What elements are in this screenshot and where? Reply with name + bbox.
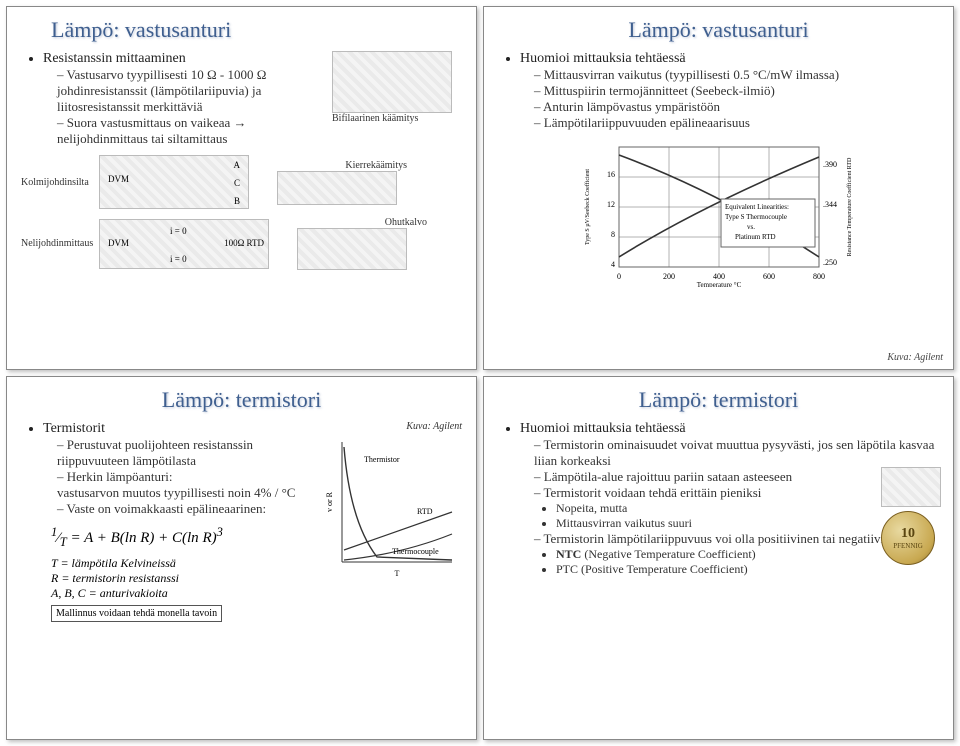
s1-s2: Suora vastusmittaus on vaikeaa → nelijoh… <box>57 115 324 147</box>
bifilaarinen-diagram: Bifilaarinen käämitys <box>332 51 462 124</box>
svg-text:.344: .344 <box>823 200 837 209</box>
kierrek-diagram: Kierrekäämitys <box>277 160 407 205</box>
s3-credit: Kuva: Agilent <box>322 421 462 432</box>
svg-text:.250: .250 <box>823 258 837 267</box>
svg-text:.390: .390 <box>823 160 837 169</box>
svg-text:vs.: vs. <box>747 223 755 231</box>
svg-text:Thermistor: Thermistor <box>364 455 400 464</box>
thermistor-photo: 10 PFENNIG <box>881 467 941 565</box>
svg-text:Temperature °C: Temperature °C <box>696 281 741 287</box>
svg-text:Platinum RTD: Platinum RTD <box>735 233 776 241</box>
equation: 1⁄T = A + B(ln R) + C(ln R)3 <box>21 519 314 556</box>
slide2-title: Lämpö: vastusanturi <box>498 17 939 43</box>
s4-s2: Lämpötila-alue rajoittuu pariin sataan a… <box>534 469 939 485</box>
slide4-title: Lämpö: termistori <box>498 387 939 413</box>
slide-2: Lämpö: vastusanturi Huomioi mittauksia t… <box>483 6 954 370</box>
ohutkalvo-diagram: Ohutkalvo <box>297 217 427 270</box>
label-kolmi: Kolmijohdinsilta <box>21 177 91 188</box>
s4-s1: Termistorin ominaisuudet voivat muuttua … <box>534 437 939 469</box>
svg-text:Type S µV/Seebeck Coefficient: Type S µV/Seebeck Coefficient <box>584 169 591 245</box>
s2-s4: Lämpötilariippuvuuden epälineaarisuus <box>534 115 939 131</box>
thermistor-chart: v or R T Thermistor RTD Thermocouple <box>322 432 462 582</box>
s4-s4: Termistorin lämpötilariippuvuus voi olla… <box>534 531 939 577</box>
s3-s1: Perustuvat puolijohteen resistanssin rii… <box>57 437 314 469</box>
slide-3: Lämpö: termistori Termistorit Perustuvat… <box>6 376 477 740</box>
svg-text:4: 4 <box>611 260 615 269</box>
neli-circuit: DVM i = 0 i = 0 100Ω RTD <box>99 219 269 269</box>
svg-text:RTD: RTD <box>417 507 433 516</box>
svg-text:200: 200 <box>663 272 675 281</box>
s4-s3: Termistorit voidaan tehdä erittäin pieni… <box>534 485 939 531</box>
s3-b1: Termistorit Perustuvat puolijohteen resi… <box>43 421 314 517</box>
eq-defs: T = lämpötila Kelvineissä R = termistori… <box>21 556 314 601</box>
svg-text:Thermocouple: Thermocouple <box>392 547 439 556</box>
slide1-title: Lämpö: vastusanturi <box>21 17 462 43</box>
s2-s1: Mittausvirran vaikutus (tyypillisesti 0.… <box>534 67 939 83</box>
slide3-title: Lämpö: termistori <box>21 387 462 413</box>
label-neli: Nelijohdinmittaus <box>21 238 91 249</box>
chart-legend-l1: Equivalent Linearities: <box>725 203 789 211</box>
slide-4: Lämpö: termistori Huomioi mittauksia teh… <box>483 376 954 740</box>
svg-text:v or R: v or R <box>325 491 334 512</box>
svg-text:Type S Thermocouple: Type S Thermocouple <box>725 213 787 221</box>
s2-b1: Huomioi mittauksia tehtäessä Mittausvirr… <box>520 51 939 131</box>
s3-s3: Vaste on voimakkaasti epälineaarinen: <box>57 501 314 517</box>
label-bifilaarinen: Bifilaarinen käämitys <box>332 113 462 124</box>
svg-text:800: 800 <box>813 272 825 281</box>
svg-text:16: 16 <box>607 170 615 179</box>
s2-s3: Anturin lämpövastus ympäristöön <box>534 99 939 115</box>
s4-b1: Huomioi mittauksia tehtäessä Termistorin… <box>520 421 939 577</box>
s1-s1: Vastusarvo tyypillisesti 10 Ω - 1000 Ω j… <box>57 67 324 115</box>
svg-text:T: T <box>395 569 400 578</box>
boxed-note: Mallinnus voidaan tehdä monella tavoin <box>51 605 222 622</box>
s2-credit: Kuva: Agilent <box>887 352 943 363</box>
kolmi-circuit: DVM A C B <box>99 155 249 209</box>
s1-b1: Resistanssin mittaaminen Vastusarvo tyyp… <box>43 51 324 147</box>
linearity-chart: Equivalent Linearities: Type S Thermocou… <box>579 137 859 287</box>
svg-text:Resistance Temperature Coeffic: Resistance Temperature Coefficient RTD <box>846 157 853 256</box>
svg-text:600: 600 <box>763 272 775 281</box>
slide1-body: Resistanssin mittaaminen Vastusarvo tyyp… <box>21 51 462 149</box>
s3-s2: Herkin lämpöanturi:vastusarvon muutos ty… <box>57 469 314 501</box>
slide-1: Lämpö: vastusanturi Resistanssin mittaam… <box>6 6 477 370</box>
svg-text:8: 8 <box>611 230 615 239</box>
svg-text:400: 400 <box>713 272 725 281</box>
svg-text:0: 0 <box>617 272 621 281</box>
svg-text:12: 12 <box>607 200 615 209</box>
coin-icon: 10 PFENNIG <box>881 511 935 565</box>
s2-s2: Mittuspiirin termojännitteet (Seebeck-il… <box>534 83 939 99</box>
